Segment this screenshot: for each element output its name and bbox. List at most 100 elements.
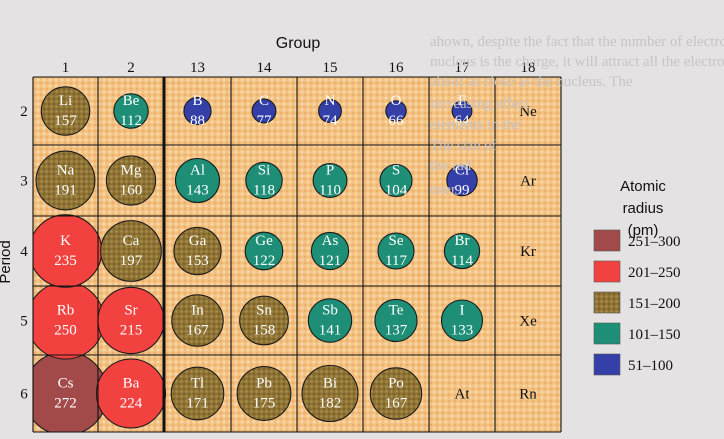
element-symbol: Se [389,233,404,249]
element-circle-cs [33,351,108,432]
element-radius-value: 104 [385,183,408,199]
element-circle-ge [244,231,284,271]
element-radius-value: 110 [319,183,341,199]
element-symbol: Li [59,93,72,109]
element-radius-value: 112 [120,113,142,129]
element-symbol: B [192,93,202,109]
element-radius-value: 167 [385,396,408,412]
element-symbol: Ba [123,376,140,392]
element-circle-k [33,214,103,288]
element-circle-al [174,157,221,204]
element-radius-value: 160 [120,183,143,199]
element-circle-br [443,232,481,270]
element-radius-value: 66 [389,113,405,129]
period-axis-title: Period [0,240,14,283]
background-text-line: ahown, despite the fact that the number … [430,34,724,50]
element-radius-value: 171 [186,396,209,412]
element-circle-pb [236,366,292,421]
element-symbol-xe: Xe [519,314,537,330]
element-radius-value: 77 [257,113,273,129]
element-circle-ga [173,226,222,276]
element-radius-value: 118 [253,183,275,199]
element-radius-value: 197 [120,253,143,269]
element-symbol: P [326,163,334,179]
element-circle-sr [97,286,165,355]
element-circle-as [310,231,350,271]
legend-label: 101–150 [628,327,681,343]
element-circle-ba [95,358,167,429]
element-radius-value: 182 [319,396,342,412]
legend-label: 151–200 [628,296,681,312]
period-label: 6 [20,387,28,403]
legend-swatch [593,291,621,314]
element-symbol: Ca [123,233,140,249]
element-circle-sn [239,295,289,346]
element-symbol: Be [123,93,140,109]
element-radius-value: 224 [120,396,143,412]
element-radius-value: 122 [253,253,276,269]
element-symbol: Si [258,163,271,179]
element-circle-c [251,98,277,124]
element-circle-ca [100,220,162,282]
group-label: 13 [190,60,205,76]
element-symbol: Br [455,233,470,249]
period-label: 2 [20,104,28,120]
element-circle-s [379,163,413,198]
group-label: 17 [455,60,471,76]
element-symbol-rn: Rn [519,387,537,403]
legend-title: Atomic radius (pm) [588,176,698,242]
element-circle-na [35,150,96,211]
element-circles [33,86,484,432]
element-circle-li [40,86,91,136]
element-symbol: I [460,303,465,319]
element-circle-se [377,232,415,270]
element-symbol: Po [388,376,404,392]
element-radius-value: 191 [54,183,77,199]
period-label: 4 [20,244,28,260]
legend-title-line: Atomic [620,178,666,195]
element-symbol: Ga [189,233,207,249]
element-symbol: Na [57,163,75,179]
element-symbol: Sn [256,303,272,319]
group-label: 2 [127,60,135,76]
element-circle-bi [301,364,359,423]
legend: 251–300 201–250 151–200 101–150 51–100 [593,229,681,376]
element-circle-tl [170,366,225,421]
element-symbol-ne: Ne [519,104,537,120]
element-symbol: Sb [322,303,338,319]
element-circle-i [440,299,484,342]
element-symbol: Sr [124,303,137,319]
element-symbol: Cl [455,163,469,179]
group-label: 16 [389,60,405,76]
element-symbol: In [191,303,204,319]
background-text-line: The size of [430,138,497,154]
element-symbol: Cs [58,376,74,392]
element-symbol: N [325,93,336,109]
element-radius-value: 141 [319,323,342,339]
element-radius-value: 215 [120,323,143,339]
element-symbol: As [322,233,339,249]
element-radius-value: 153 [186,253,209,269]
legend-label: 201–250 [628,265,681,281]
legend-swatch [593,322,621,345]
element-symbol: O [391,93,402,109]
element-symbol: Al [190,163,205,179]
element-symbol: Te [389,303,404,319]
element-circle-po [369,367,423,420]
legend-title-line: (pm) [627,222,659,239]
group-label: 1 [62,60,70,76]
element-radius-value: 167 [186,323,209,339]
element-radius-value: 88 [190,113,205,129]
group-label: 18 [521,60,536,76]
element-circle-in [171,294,224,347]
element-radius-value: 133 [451,323,474,339]
element-radius-value: 137 [385,323,408,339]
background-text-line: elements in the [430,117,521,133]
element-circle-rb [33,281,105,360]
legend-title-line: radius [622,200,664,217]
element-symbol: Ge [255,233,273,249]
element-symbol: F [458,93,466,109]
element-radius-value: 235 [54,253,77,269]
